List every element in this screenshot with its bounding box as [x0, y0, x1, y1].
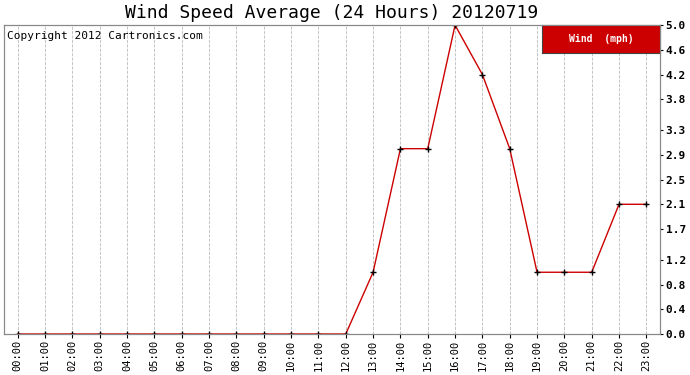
Text: Copyright 2012 Cartronics.com: Copyright 2012 Cartronics.com: [8, 31, 203, 41]
Title: Wind Speed Average (24 Hours) 20120719: Wind Speed Average (24 Hours) 20120719: [126, 4, 539, 22]
